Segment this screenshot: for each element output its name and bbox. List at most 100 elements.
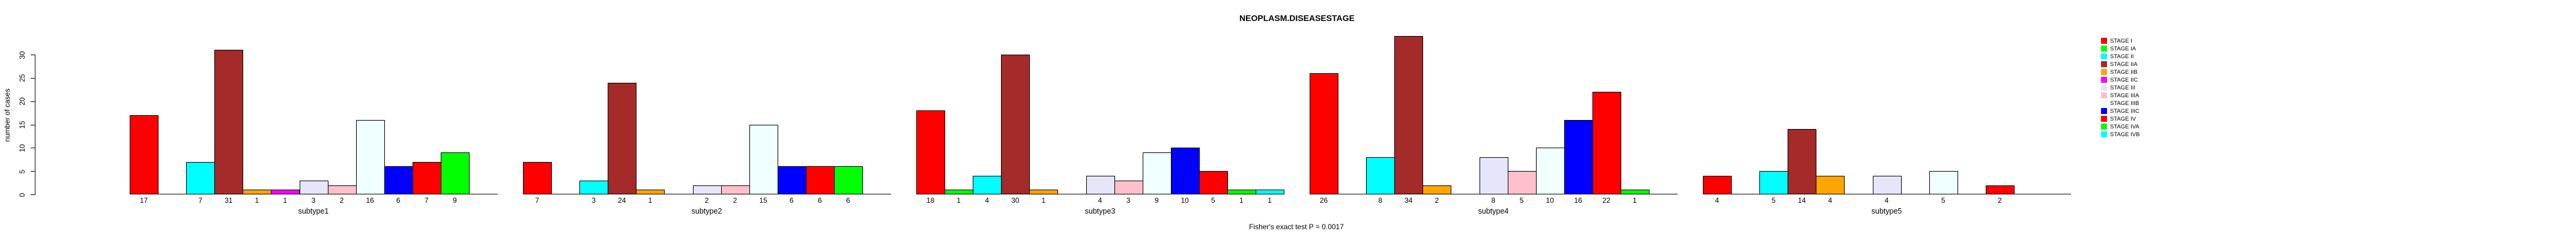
bar [1759,171,1789,194]
bar-value-label: 16 [366,196,374,205]
legend-swatch [2101,116,2107,122]
bar-value-label: 3 [311,196,316,205]
bar-value-label: 2 [704,196,709,205]
bar [1394,35,1424,194]
group-label: subtype2 [691,207,722,215]
bar-value-label: 1 [1268,196,1272,205]
bar [805,166,835,194]
legend-swatch [2101,131,2107,137]
bar-group: 7 3 24 1 2 2 15 6 6 6 subtype2 [523,0,891,240]
legend-swatch [2101,108,2107,114]
bar-value-label: 1 [1239,196,1244,205]
bar [384,166,413,194]
bar-value-label: 2 [1435,196,1439,205]
bar-value-label: 6 [396,196,401,205]
bar [1142,152,1172,194]
y-tick-label: 0 [18,193,26,197]
legend-swatch [2101,92,2107,98]
bar [945,190,974,194]
bar [608,82,637,194]
bar-value-label: 5 [1211,196,1215,205]
y-axis-label: number of cases [3,88,11,142]
bar [1170,148,1200,194]
bar [1929,171,1958,194]
bar-value-label: 10 [1181,196,1189,205]
bar-value-label: 31 [225,196,233,205]
bar [214,50,244,194]
legend-label: STAGE III [2110,84,2136,91]
legend-swatch [2101,69,2107,75]
bar-value-label: 5 [1519,196,1524,205]
legend-swatch [2101,85,2107,91]
bar-value-label: 30 [1011,196,1020,205]
bar-value-label: 9 [453,196,457,205]
bar [1086,175,1115,194]
legend-label: STAGE II [2110,53,2134,60]
bar-value-label: 2 [733,196,737,205]
bar-value-label: 1 [283,196,288,205]
legend-label: STAGE IV [2110,115,2136,122]
bar-value-label: 16 [1574,196,1582,205]
bar-value-label: 4 [985,196,990,205]
bar [1255,190,1284,194]
legend-label: STAGE IIC [2110,76,2138,83]
bar-group: 4 5 14 4 4 5 2 subtype5 [1703,0,2071,240]
bar [1029,190,1059,194]
bar-value-label: 9 [1154,196,1159,205]
legend-swatch [2101,61,2107,67]
bar [1114,180,1143,194]
bar [412,161,441,194]
bar [130,115,159,194]
legend-swatch [2101,100,2107,106]
bar [186,161,216,194]
bar-value-label: 14 [1798,196,1806,205]
y-tick-label: 5 [18,169,26,174]
legend-label: STAGE IIIB [2110,100,2139,107]
y-tick [31,171,35,172]
y-tick-label: 20 [18,97,26,106]
bar-value-label: 6 [846,196,850,205]
bar [1310,73,1339,194]
bar [440,152,470,194]
legend-label: STAGE IVB [2110,131,2140,138]
bar-value-label: 17 [139,196,148,205]
bar-group: 17 7 31 1 1 3 2 16 6 7 9 subtype1 [130,0,498,240]
bar [1507,171,1537,194]
legend-label: STAGE IIA [2110,61,2138,68]
bar-value-label: 1 [648,196,653,205]
bar [1872,175,1902,194]
y-tick [31,101,35,102]
bar-value-label: 24 [618,196,626,205]
legend-swatch [2101,46,2107,52]
bar [355,119,385,194]
bar-value-label: 4 [1098,196,1102,205]
bar [916,110,946,194]
bar-value-label: 7 [198,196,203,205]
bar [1620,190,1649,194]
bar-value-label: 5 [1771,196,1776,205]
bar [1227,190,1256,194]
bar-value-label: 8 [1378,196,1383,205]
bar [1703,175,1732,194]
bar-value-label: 26 [1319,196,1328,205]
y-tick [31,77,35,79]
bar-value-label: 1 [255,196,259,205]
bar [1985,185,2015,194]
legend-swatch [2101,77,2107,83]
bar [1423,185,1452,194]
bar [1366,157,1395,194]
bar-value-label: 10 [1546,196,1554,205]
group-label: subtype5 [1871,207,1902,215]
bar-value-label: 5 [1941,196,1946,205]
legend-label: STAGE IIIA [2110,92,2139,99]
y-tick-label: 30 [18,50,26,59]
bar [777,166,806,194]
bar-group: 18 1 4 30 1 4 3 9 10 5 1 1 subtype3 [916,0,1284,240]
bar [692,185,722,194]
bar [579,180,609,194]
bar-value-label: 3 [591,196,596,205]
bar [833,166,863,194]
bar-value-label: 1 [957,196,961,205]
bar-value-label: 3 [1126,196,1131,205]
bar-value-label: 7 [535,196,539,205]
